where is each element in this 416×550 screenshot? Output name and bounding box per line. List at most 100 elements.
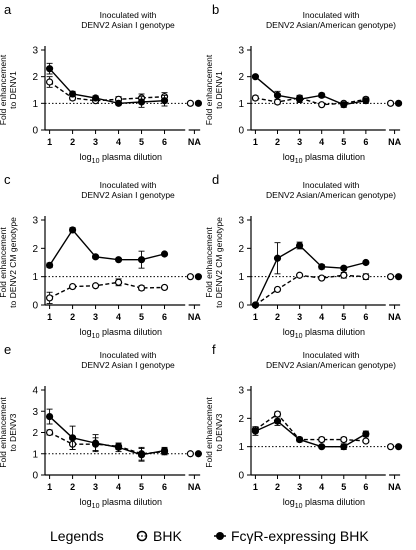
data-point — [160, 283, 169, 292]
x-tick-label: 6 — [363, 312, 368, 322]
x-tick-label: NA — [188, 137, 201, 147]
x-tick-label: 5 — [341, 312, 346, 322]
x-tick-label: NA — [388, 137, 401, 147]
series-fcgr-bhk — [45, 62, 203, 108]
panel-label-c: c — [4, 172, 11, 187]
data-point — [45, 65, 54, 73]
x-tick-label: 3 — [297, 482, 302, 492]
data-point — [273, 98, 282, 106]
y-tick-label: 2 — [238, 72, 244, 83]
x-tick-label: 6 — [162, 482, 167, 492]
series-fcgr-bhk — [251, 416, 403, 451]
x-tick-label: 5 — [139, 482, 144, 492]
x-tick-label: 2 — [70, 312, 75, 322]
y-axis-label-line: Fold enhancement — [0, 397, 8, 468]
panel-title-line: DENV2 Asian I genotype — [81, 360, 175, 370]
data-point — [68, 282, 77, 291]
panel-label-b: b — [212, 2, 219, 17]
series-line — [49, 228, 165, 266]
x-tick-label: 3 — [93, 312, 98, 322]
series-line — [254, 76, 366, 106]
y-tick-label: 3 — [32, 216, 38, 227]
panel-title-line: Inoculated with — [303, 10, 360, 20]
y-tick-label: 2 — [32, 72, 38, 83]
series-line — [254, 244, 367, 306]
y-tick-label: 0 — [32, 126, 38, 137]
series-fcgr-bhk — [45, 408, 203, 462]
x-tick-label: 5 — [139, 137, 144, 147]
x-tick-label: 1 — [253, 312, 258, 322]
y-axis-label-line: Fold enhancement — [204, 227, 214, 298]
data-point — [386, 443, 395, 451]
x-tick-label: 1 — [47, 482, 52, 492]
data-point — [251, 301, 260, 309]
x-tick-label: 2 — [70, 137, 75, 147]
data-point — [45, 428, 54, 437]
y-tick-label: 0 — [238, 126, 244, 137]
x-tick-label: 5 — [139, 312, 144, 322]
y-axis-label-line: Fold enhancement — [0, 54, 8, 125]
data-point — [362, 258, 370, 267]
data-point — [68, 90, 77, 98]
x-tick-label: 6 — [363, 137, 368, 147]
data-point — [137, 284, 146, 292]
series-line — [255, 420, 367, 448]
series-bhk — [45, 273, 195, 305]
data-point — [394, 273, 403, 281]
x-tick-label: 2 — [70, 482, 75, 492]
legend-item-bhk: BHK — [135, 528, 182, 544]
data-point — [295, 271, 304, 279]
x-axis-label: log10 plasma dilution — [80, 152, 162, 165]
open-circle-marker-icon — [136, 530, 148, 542]
y-tick-label: 0 — [238, 471, 244, 482]
data-point — [273, 254, 282, 262]
legend: Legends BHK FcγR-expressing BHK — [0, 522, 416, 550]
data-point — [251, 427, 260, 435]
data-point — [394, 99, 403, 107]
data-point — [273, 91, 282, 99]
data-point — [340, 435, 348, 444]
data-point — [137, 98, 146, 106]
panel-title-line: Inoculated with — [100, 10, 157, 20]
panel-title-line: DENV2 Asian/American genotype) — [266, 360, 396, 370]
data-point — [318, 274, 326, 282]
x-tick-label: 4 — [319, 482, 324, 492]
data-point — [295, 95, 304, 103]
data-point — [45, 294, 54, 302]
x-tick-label: 1 — [47, 312, 52, 322]
data-point — [362, 437, 370, 445]
x-tick-label: 5 — [341, 137, 346, 147]
data-point — [340, 443, 348, 451]
panel-title-line: Inoculated with — [100, 350, 157, 360]
y-axis-label-line: to DENV2 CM genotype — [8, 217, 18, 308]
data-point — [186, 450, 195, 458]
y-axis-label-line: to DENV1 — [8, 71, 18, 109]
x-tick-label: 6 — [363, 482, 368, 492]
x-tick-label: 4 — [116, 137, 121, 147]
data-point — [340, 101, 348, 109]
y-axis-label-line: to DENV3 — [8, 413, 18, 451]
data-point — [251, 73, 260, 81]
y-tick-label: 0 — [32, 301, 38, 312]
y-tick-label: 0 — [32, 471, 38, 482]
x-tick-label: NA — [188, 312, 201, 322]
data-point — [137, 451, 146, 459]
series-fcgr-bhk — [251, 241, 403, 309]
data-point — [45, 412, 54, 421]
data-point — [114, 443, 123, 451]
panel-label-f: f — [212, 342, 216, 357]
x-tick-label: 4 — [116, 482, 121, 492]
series-line — [49, 81, 165, 102]
data-point — [194, 99, 203, 107]
data-point — [318, 101, 326, 109]
y-axis-label-line: Fold enhancement — [204, 397, 214, 468]
panel-title-line: DENV2 Asian/American genotype) — [266, 20, 396, 30]
y-tick-label: 1 — [238, 442, 244, 453]
data-point — [318, 263, 326, 271]
x-tick-label: 3 — [297, 137, 302, 147]
data-point — [114, 278, 123, 286]
y-tick-label: 3 — [238, 216, 244, 227]
